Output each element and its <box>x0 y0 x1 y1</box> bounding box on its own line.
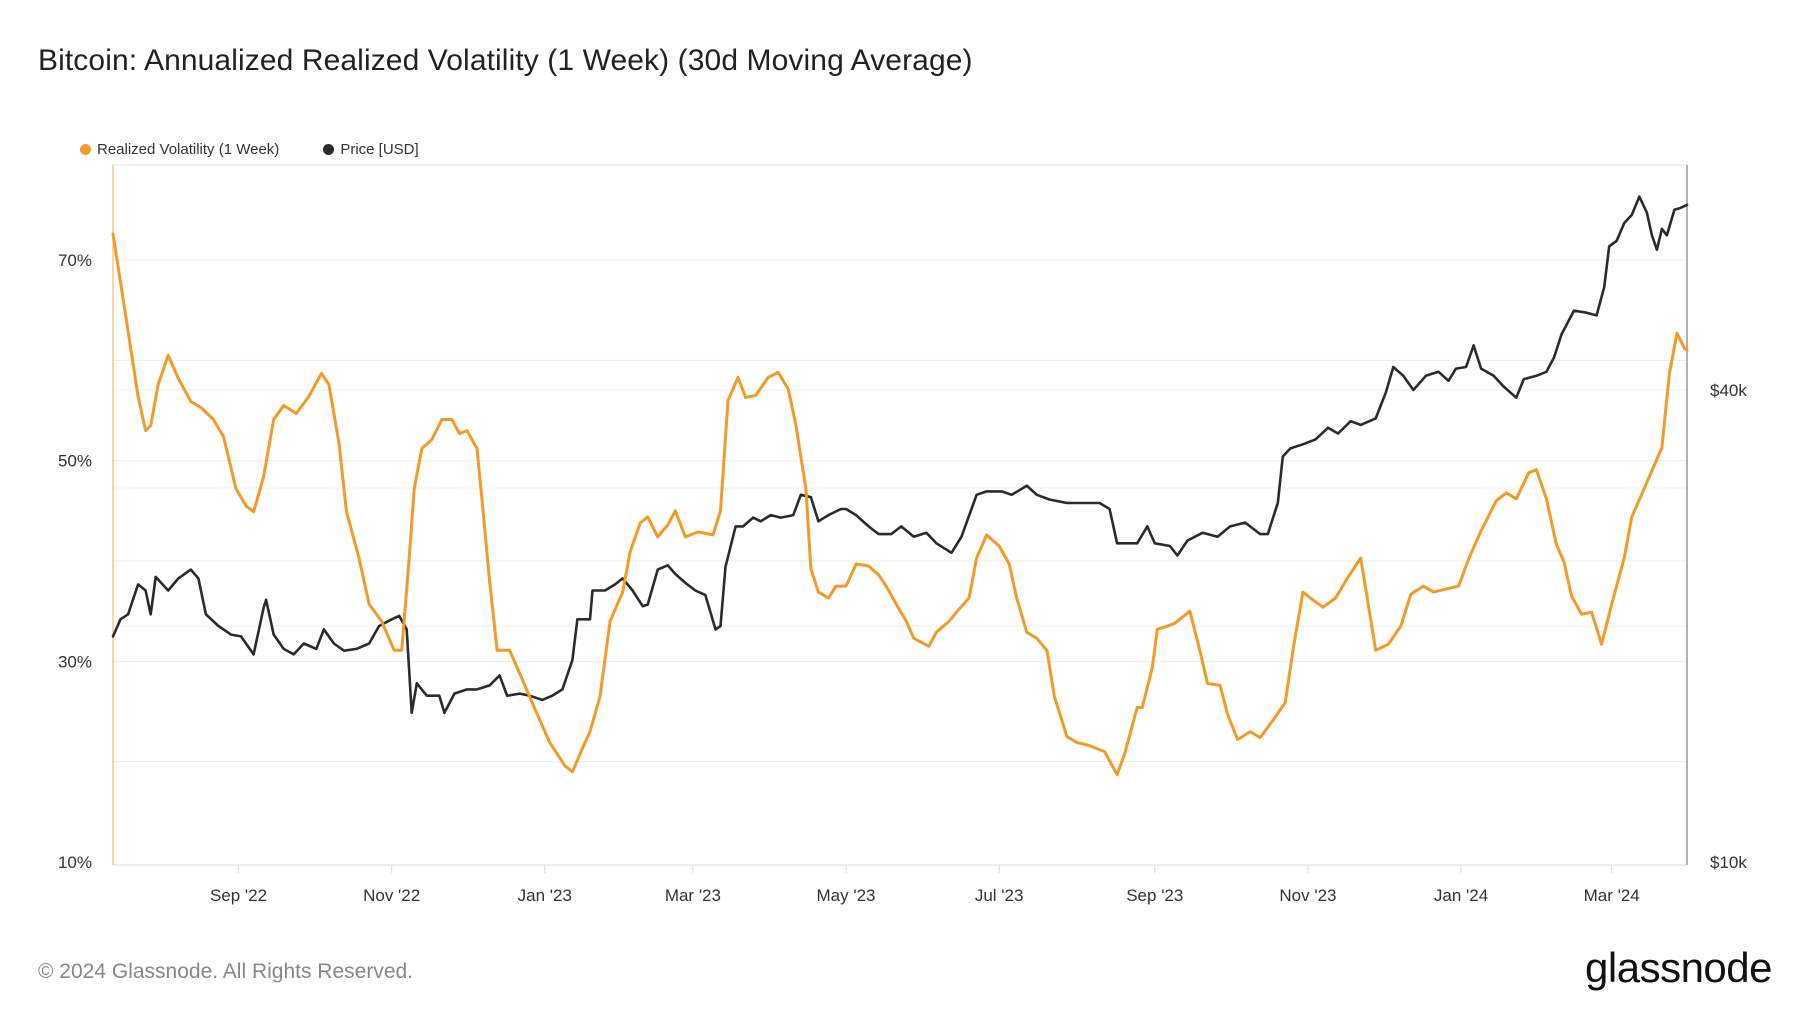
legend-dot-volatility <box>80 144 91 155</box>
glassnode-logo[interactable]: glassnode <box>1585 944 1772 991</box>
gridlines <box>113 259 1687 763</box>
chart-title: Bitcoin: Annualized Realized Volatility … <box>38 44 973 77</box>
x-tick-label: Nov '23 <box>1279 886 1336 905</box>
y-right-tick-label: $40k <box>1710 381 1747 400</box>
x-tick-label: Mar '24 <box>1584 886 1640 905</box>
legend-item-volatility[interactable]: Realized Volatility (1 Week) <box>80 141 279 158</box>
legend-label-price: Price [USD] <box>340 141 419 158</box>
x-tick-label: Sep '22 <box>210 886 267 905</box>
price-line <box>111 195 1689 715</box>
x-tick-label: Sep '23 <box>1126 886 1183 905</box>
axes <box>112 164 1688 873</box>
x-tick-label: Jan '24 <box>1434 886 1488 905</box>
series-lines <box>111 195 1689 777</box>
legend: Realized Volatility (1 Week) Price [USD] <box>80 141 419 158</box>
copyright: © 2024 Glassnode. All Rights Reserved. <box>38 960 414 983</box>
y-left-tick-label: 70% <box>58 251 92 270</box>
legend-item-price[interactable]: Price [USD] <box>323 141 419 158</box>
volatility-line <box>111 232 1689 777</box>
x-tick-label: Nov '22 <box>363 886 420 905</box>
y-right-tick-label: $10k <box>1710 853 1747 872</box>
tick-labels: Sep '22 Nov '22 Jan '23 Mar '23 May '23 Jul '… <box>58 251 1747 905</box>
y-left-tick-label: 10% <box>58 853 92 872</box>
x-tick-label: Mar '23 <box>665 886 721 905</box>
x-tick-label: Jul '23 <box>975 886 1024 905</box>
x-tick-label: Jan '23 <box>518 886 572 905</box>
legend-label-volatility: Realized Volatility (1 Week) <box>97 141 280 158</box>
x-tick-label: May '23 <box>817 886 876 905</box>
y-left-tick-label: 50% <box>58 452 92 471</box>
legend-dot-price <box>323 144 335 155</box>
y-left-tick-label: 30% <box>58 652 92 671</box>
